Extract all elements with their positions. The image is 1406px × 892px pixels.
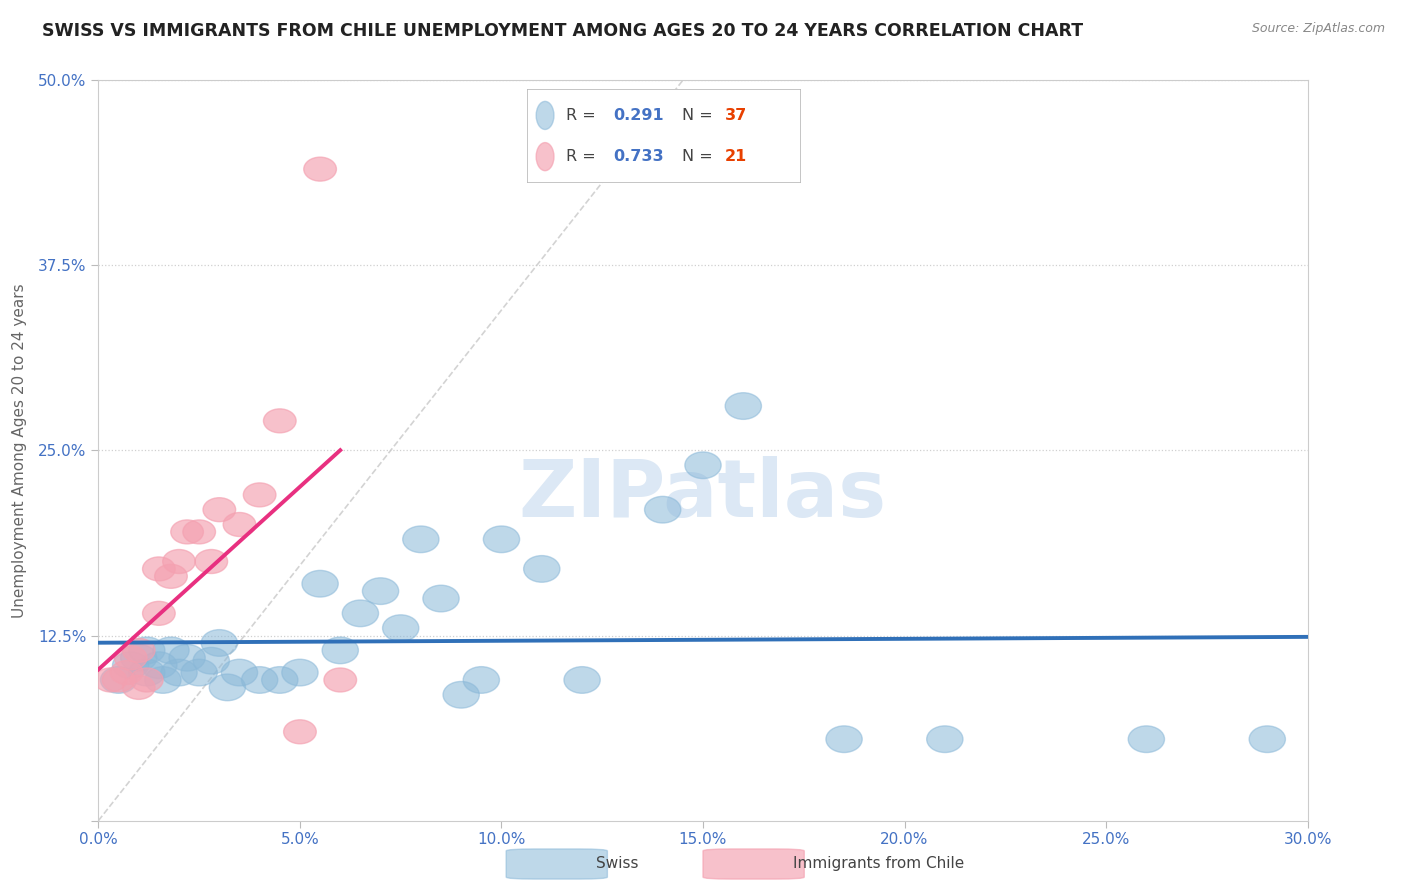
Ellipse shape xyxy=(263,409,297,433)
Text: 0.733: 0.733 xyxy=(613,149,664,164)
Text: 0.291: 0.291 xyxy=(613,108,664,123)
Ellipse shape xyxy=(685,452,721,479)
Text: R =: R = xyxy=(565,108,600,123)
Ellipse shape xyxy=(402,526,439,553)
Ellipse shape xyxy=(142,601,176,625)
Ellipse shape xyxy=(423,585,460,612)
Ellipse shape xyxy=(202,498,236,522)
Y-axis label: Unemployment Among Ages 20 to 24 years: Unemployment Among Ages 20 to 24 years xyxy=(13,283,27,618)
Ellipse shape xyxy=(209,674,246,701)
Ellipse shape xyxy=(122,675,155,699)
Ellipse shape xyxy=(112,652,149,679)
Ellipse shape xyxy=(243,483,276,507)
Ellipse shape xyxy=(1128,726,1164,753)
Ellipse shape xyxy=(927,726,963,753)
Ellipse shape xyxy=(163,549,195,574)
Ellipse shape xyxy=(169,644,205,671)
Ellipse shape xyxy=(536,102,554,129)
Ellipse shape xyxy=(221,659,257,686)
FancyBboxPatch shape xyxy=(527,89,801,183)
Ellipse shape xyxy=(183,520,215,544)
Text: Immigrants from Chile: Immigrants from Chile xyxy=(793,855,965,871)
Ellipse shape xyxy=(484,526,520,553)
Ellipse shape xyxy=(141,652,177,679)
Ellipse shape xyxy=(193,648,229,674)
Ellipse shape xyxy=(302,570,339,597)
Ellipse shape xyxy=(536,143,554,170)
Ellipse shape xyxy=(262,666,298,693)
Ellipse shape xyxy=(322,637,359,664)
Ellipse shape xyxy=(323,668,357,692)
Ellipse shape xyxy=(153,637,190,664)
Ellipse shape xyxy=(281,659,318,686)
Ellipse shape xyxy=(195,549,228,574)
Text: Swiss: Swiss xyxy=(596,855,638,871)
Ellipse shape xyxy=(443,681,479,708)
Ellipse shape xyxy=(122,639,155,663)
Ellipse shape xyxy=(382,615,419,641)
Ellipse shape xyxy=(103,668,135,692)
Ellipse shape xyxy=(1249,726,1285,753)
Ellipse shape xyxy=(181,659,218,686)
Ellipse shape xyxy=(284,720,316,744)
Text: SWISS VS IMMIGRANTS FROM CHILE UNEMPLOYMENT AMONG AGES 20 TO 24 YEARS CORRELATIO: SWISS VS IMMIGRANTS FROM CHILE UNEMPLOYM… xyxy=(42,22,1083,40)
Ellipse shape xyxy=(170,520,204,544)
FancyBboxPatch shape xyxy=(506,849,607,880)
Ellipse shape xyxy=(725,392,762,419)
Ellipse shape xyxy=(94,668,127,692)
Ellipse shape xyxy=(142,557,176,581)
Ellipse shape xyxy=(363,578,399,605)
Ellipse shape xyxy=(129,637,165,664)
Text: ZIPatlas: ZIPatlas xyxy=(519,456,887,534)
Ellipse shape xyxy=(224,513,256,536)
Ellipse shape xyxy=(121,644,157,671)
Ellipse shape xyxy=(242,666,278,693)
Ellipse shape xyxy=(825,726,862,753)
Text: N =: N = xyxy=(682,149,718,164)
Ellipse shape xyxy=(342,600,378,627)
Ellipse shape xyxy=(155,565,187,589)
Text: 21: 21 xyxy=(724,149,747,164)
Ellipse shape xyxy=(131,668,163,692)
Text: R =: R = xyxy=(565,149,600,164)
FancyBboxPatch shape xyxy=(703,849,804,880)
Text: Source: ZipAtlas.com: Source: ZipAtlas.com xyxy=(1251,22,1385,36)
Ellipse shape xyxy=(114,646,148,670)
Ellipse shape xyxy=(564,666,600,693)
Text: 37: 37 xyxy=(724,108,747,123)
Ellipse shape xyxy=(160,659,197,686)
Ellipse shape xyxy=(644,496,681,523)
Ellipse shape xyxy=(523,556,560,582)
Ellipse shape xyxy=(201,630,238,657)
Ellipse shape xyxy=(110,661,143,684)
Ellipse shape xyxy=(463,666,499,693)
Ellipse shape xyxy=(304,157,336,181)
Ellipse shape xyxy=(145,666,181,693)
Ellipse shape xyxy=(129,659,165,686)
Text: N =: N = xyxy=(682,108,718,123)
Ellipse shape xyxy=(100,666,136,693)
